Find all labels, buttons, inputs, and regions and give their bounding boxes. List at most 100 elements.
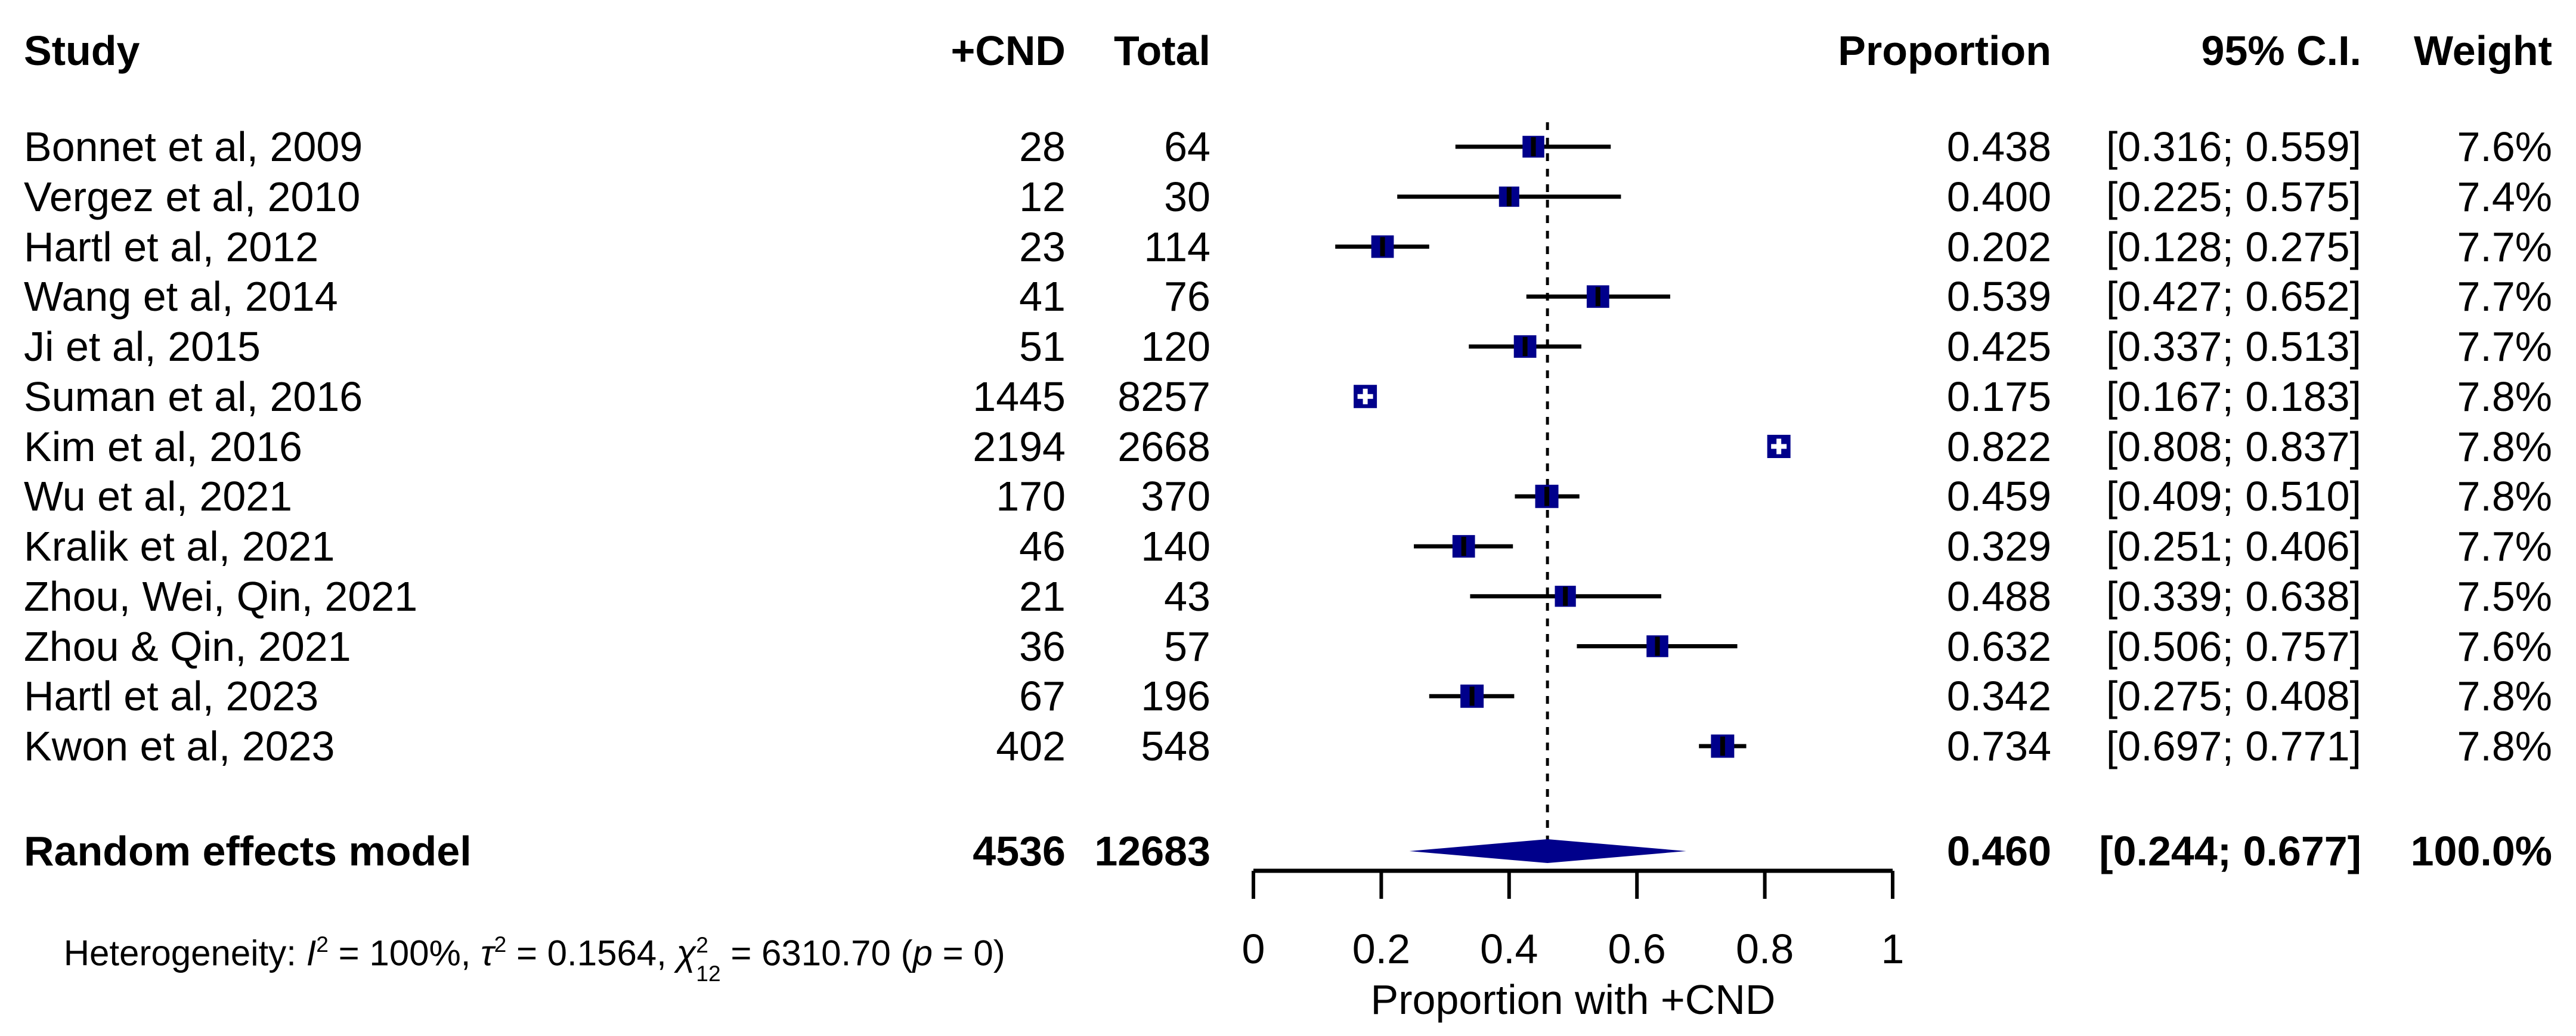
summary-total: 12683 [1094, 828, 1210, 874]
study-total-count: 196 [1141, 673, 1210, 719]
study-cnd-count: 170 [996, 473, 1066, 519]
study-total-count: 57 [1164, 623, 1210, 670]
study-weight: 7.8% [2457, 723, 2552, 769]
study-weight: 7.7% [2457, 323, 2552, 370]
study-cnd-count: 402 [996, 723, 1066, 769]
study-ci: [0.337; 0.513] [2106, 323, 2361, 370]
study-cnd-count: 46 [1019, 523, 1066, 570]
study-proportion: 0.539 [1946, 273, 2051, 320]
study-name: Hartl et al, 2012 [24, 224, 319, 270]
study-proportion: 0.438 [1946, 123, 2051, 170]
estimate-tick [1720, 737, 1725, 756]
study-proportion: 0.632 [1946, 623, 2051, 670]
estimate-tick [1461, 537, 1466, 556]
x-axis-tick-label: 0.8 [1736, 926, 1794, 972]
study-ci: [0.506; 0.757] [2106, 623, 2361, 670]
x-axis-title: Proportion with +CND [1371, 976, 1776, 1023]
study-name: Kwon et al, 2023 [24, 723, 335, 769]
study-weight: 7.7% [2457, 224, 2552, 270]
study-ci: [0.167; 0.183] [2106, 373, 2361, 420]
study-weight: 7.7% [2457, 523, 2552, 570]
col-header-study: Study [24, 27, 140, 74]
study-weight: 7.5% [2457, 573, 2552, 620]
study-ci: [0.339; 0.638] [2106, 573, 2361, 620]
col-header-ci: 95% C.I. [2201, 27, 2361, 74]
study-weight: 7.8% [2457, 473, 2552, 519]
summary-ci: [0.244; 0.677] [2099, 828, 2361, 874]
study-total-count: 64 [1164, 123, 1210, 170]
i-squared-symbol: I [306, 933, 317, 973]
study-total-count: 30 [1164, 174, 1210, 220]
study-ci: [0.316; 0.559] [2106, 123, 2361, 170]
x-axis-tick-label: 0.4 [1480, 926, 1538, 972]
summary-cnd: 4536 [973, 828, 1066, 874]
study-name: Kim et al, 2016 [24, 423, 302, 470]
estimate-tick [1595, 287, 1600, 307]
study-name: Kralik et al, 2021 [24, 523, 335, 570]
col-header-proportion: Proportion [1838, 27, 2051, 74]
estimate-plus-icon [1363, 388, 1368, 404]
study-name: Zhou, Wei, Qin, 2021 [24, 573, 418, 620]
study-ci: [0.225; 0.575] [2106, 174, 2361, 220]
study-ci: [0.808; 0.837] [2106, 423, 2361, 470]
study-name: Wang et al, 2014 [24, 273, 338, 320]
study-proportion: 0.425 [1946, 323, 2051, 370]
study-total-count: 140 [1141, 523, 1210, 570]
study-cnd-count: 23 [1019, 224, 1066, 270]
study-weight: 7.8% [2457, 373, 2552, 420]
p-value-symbol: p [912, 933, 933, 973]
study-total-count: 2668 [1117, 423, 1210, 470]
heterogeneity-stats: Heterogeneity: I2 = 100%, τ2 = 0.1564, χ… [24, 882, 1005, 986]
col-header-cnd: +CND [950, 27, 1066, 74]
tau-squared-symbol: τ [481, 933, 494, 973]
summary-proportion: 0.460 [1946, 828, 2051, 874]
study-weight: 7.6% [2457, 123, 2552, 170]
study-name: Vergez et al, 2010 [24, 174, 361, 220]
estimate-tick [1655, 636, 1660, 656]
study-name: Ji et al, 2015 [24, 323, 261, 370]
study-ci: [0.251; 0.406] [2106, 523, 2361, 570]
estimate-tick [1531, 137, 1536, 156]
study-name: Suman et al, 2016 [24, 373, 363, 420]
study-name: Zhou & Qin, 2021 [24, 623, 351, 670]
study-ci: [0.128; 0.275] [2106, 224, 2361, 270]
study-weight: 7.6% [2457, 623, 2552, 670]
study-cnd-count: 12 [1019, 174, 1066, 220]
col-header-weight: Weight [2413, 27, 2552, 74]
study-total-count: 120 [1141, 323, 1210, 370]
study-cnd-count: 41 [1019, 273, 1066, 320]
study-cnd-count: 2194 [973, 423, 1066, 470]
study-cnd-count: 67 [1019, 673, 1066, 719]
summary-weight: 100.0% [2410, 828, 2552, 874]
estimate-tick [1380, 237, 1385, 256]
study-proportion: 0.400 [1946, 174, 2051, 220]
study-ci: [0.275; 0.408] [2106, 673, 2361, 719]
study-total-count: 370 [1141, 473, 1210, 519]
study-weight: 7.4% [2457, 174, 2552, 220]
study-name: Hartl et al, 2023 [24, 673, 319, 719]
study-total-count: 76 [1164, 273, 1210, 320]
study-ci: [0.427; 0.652] [2106, 273, 2361, 320]
study-proportion: 0.342 [1946, 673, 2051, 719]
study-total-count: 548 [1141, 723, 1210, 769]
study-name: Bonnet et al, 2009 [24, 123, 363, 170]
estimate-tick [1506, 187, 1512, 206]
study-weight: 7.8% [2457, 673, 2552, 719]
study-ci: [0.409; 0.510] [2106, 473, 2361, 519]
study-weight: 7.7% [2457, 273, 2552, 320]
study-total-count: 114 [1144, 224, 1210, 270]
chi-squared-symbol: χ [676, 933, 696, 973]
study-proportion: 0.459 [1946, 473, 2051, 519]
study-proportion: 0.822 [1946, 423, 2051, 470]
estimate-tick [1563, 586, 1568, 606]
study-cnd-count: 28 [1019, 123, 1066, 170]
study-total-count: 8257 [1117, 373, 1210, 420]
x-axis-tick-label: 0.6 [1608, 926, 1666, 972]
summary-diamond [1409, 839, 1686, 863]
col-header-total: Total [1113, 27, 1210, 74]
estimate-tick [1544, 487, 1550, 506]
study-proportion: 0.488 [1946, 573, 2051, 620]
x-axis-tick-label: 0 [1242, 926, 1265, 972]
study-proportion: 0.329 [1946, 523, 2051, 570]
